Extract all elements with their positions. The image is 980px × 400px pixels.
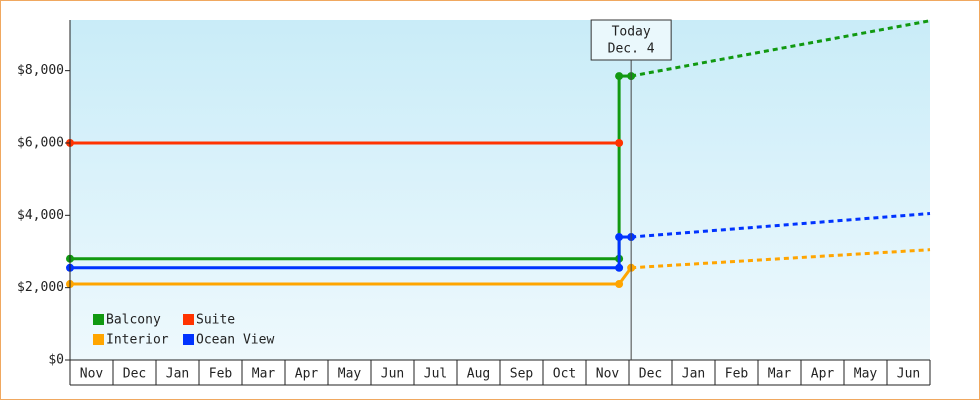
today-label: Dec. 4	[608, 42, 655, 57]
legend-swatch	[183, 334, 194, 345]
point	[615, 233, 624, 242]
x-tick-label: Nov	[80, 367, 104, 382]
x-tick-label: Apr	[811, 367, 835, 382]
point	[615, 138, 624, 147]
point	[615, 72, 624, 81]
legend-label: Ocean View	[196, 333, 274, 348]
point	[615, 280, 624, 289]
x-tick-label: Apr	[295, 367, 319, 382]
legend-swatch	[93, 314, 104, 325]
y-tick-label: $0	[48, 353, 64, 368]
x-tick-label: Sep	[510, 367, 534, 382]
x-tick-label: Oct	[553, 367, 576, 382]
x-tick-label: Jul	[424, 367, 447, 382]
x-tick-label: May	[338, 367, 362, 382]
x-tick-label: Dec	[639, 367, 662, 382]
x-tick-label: Aug	[467, 367, 490, 382]
x-tick-label: Dec	[123, 367, 146, 382]
x-tick-label: Jun	[897, 367, 920, 382]
x-tick-label: May	[854, 367, 878, 382]
x-tick-label: Feb	[209, 367, 233, 382]
legend-label: Suite	[196, 313, 235, 328]
x-tick-label: Nov	[596, 367, 620, 382]
y-tick-label: $6,000	[17, 135, 64, 150]
x-tick-label: Feb	[725, 367, 749, 382]
y-tick-label: $8,000	[17, 63, 64, 78]
legend-label: Interior	[106, 333, 169, 348]
y-tick-label: $4,000	[17, 208, 64, 223]
today-label: Today	[612, 25, 651, 40]
plot-area	[70, 20, 930, 360]
legend-swatch	[183, 314, 194, 325]
point	[615, 263, 624, 272]
x-tick-label: Jan	[682, 367, 705, 382]
x-tick-label: Mar	[252, 367, 276, 382]
forecast-segment	[631, 212, 931, 239]
forecast-segment	[630, 19, 931, 78]
x-tick-label: Jun	[381, 367, 404, 382]
y-tick-label: $2,000	[17, 280, 64, 295]
legend-label: Balcony	[106, 313, 161, 328]
x-tick-label: Mar	[768, 367, 792, 382]
today-box	[590, 19, 672, 61]
x-tick-label: Jan	[166, 367, 189, 382]
forecast-segment	[631, 248, 931, 270]
legend-swatch	[93, 334, 104, 345]
